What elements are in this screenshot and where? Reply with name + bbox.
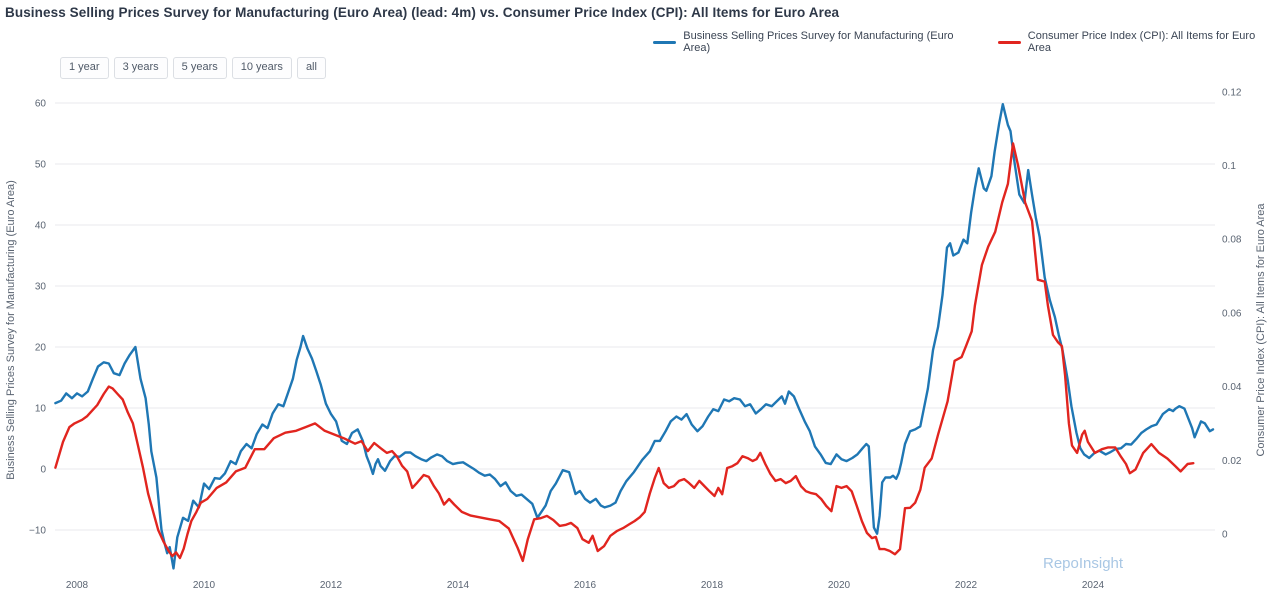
left-axis-tick-label: −10 <box>29 526 46 537</box>
legend-item-cpi[interactable]: Consumer Price Index (CPI): All Items fo… <box>997 30 1273 54</box>
right-axis-tick-label: 0 <box>1222 530 1228 541</box>
x-axis-tick-label: 2008 <box>66 580 89 591</box>
left-axis-tick-label: 30 <box>35 282 47 293</box>
right-axis-tick-label: 0.04 <box>1222 382 1242 393</box>
watermark: RepoInsight <box>1043 555 1124 572</box>
right-axis-tick-label: 0.12 <box>1222 87 1242 98</box>
right-axis-tick-label: 0.1 <box>1222 161 1236 172</box>
range-button-3-years[interactable]: 3 years <box>113 57 168 79</box>
left-axis-tick-label: 40 <box>35 221 47 232</box>
right-axis-title: Consumer Price Index (CPI): All Items fo… <box>1255 203 1267 457</box>
left-axis-tick-label: 50 <box>35 160 47 171</box>
left-axis-tick-label: 60 <box>35 99 47 110</box>
x-axis-tick-label: 2022 <box>955 580 978 591</box>
left-axis-title: Business Selling Prices Survey for Manuf… <box>5 180 17 480</box>
legend-swatch-blue-icon <box>653 40 677 44</box>
range-button-10-years[interactable]: 10 years <box>231 57 292 79</box>
x-axis-tick-label: 2024 <box>1082 580 1105 591</box>
x-axis-tick-label: 2014 <box>447 580 470 591</box>
right-axis-tick-label: 0.06 <box>1222 308 1242 319</box>
legend-swatch-red-icon <box>997 40 1021 44</box>
legend: Business Selling Prices Survey for Manuf… <box>653 30 1273 54</box>
range-buttons: 1 year 3 years 5 years 10 years all <box>60 57 326 79</box>
x-axis-tick-label: 2010 <box>193 580 216 591</box>
left-axis-tick-label: 20 <box>35 343 47 354</box>
range-button-all[interactable]: all <box>296 57 326 79</box>
left-axis-tick-label: 10 <box>35 404 47 415</box>
right-axis-tick-label: 0.08 <box>1222 235 1242 246</box>
legend-label-cpi: Consumer Price Index (CPI): All Items fo… <box>1027 30 1256 54</box>
x-axis-tick-label: 2018 <box>701 580 724 591</box>
x-axis-tick-label: 2012 <box>320 580 343 591</box>
page-title: Business Selling Prices Survey for Manuf… <box>5 5 840 20</box>
right-axis-tick-label: 0.02 <box>1222 456 1242 467</box>
range-button-5-years[interactable]: 5 years <box>172 57 227 79</box>
x-axis-tick-label: 2016 <box>574 580 597 591</box>
left-axis-tick-label: 0 <box>40 465 46 476</box>
legend-item-selling-prices[interactable]: Business Selling Prices Survey for Manuf… <box>653 30 974 54</box>
series-line-selling-prices[interactable] <box>54 102 1215 570</box>
series-line-cpi[interactable] <box>54 142 1195 563</box>
range-button-1-year[interactable]: 1 year <box>60 57 109 79</box>
x-axis-tick-label: 2020 <box>828 580 851 591</box>
legend-label-selling-prices: Business Selling Prices Survey for Manuf… <box>683 30 954 54</box>
